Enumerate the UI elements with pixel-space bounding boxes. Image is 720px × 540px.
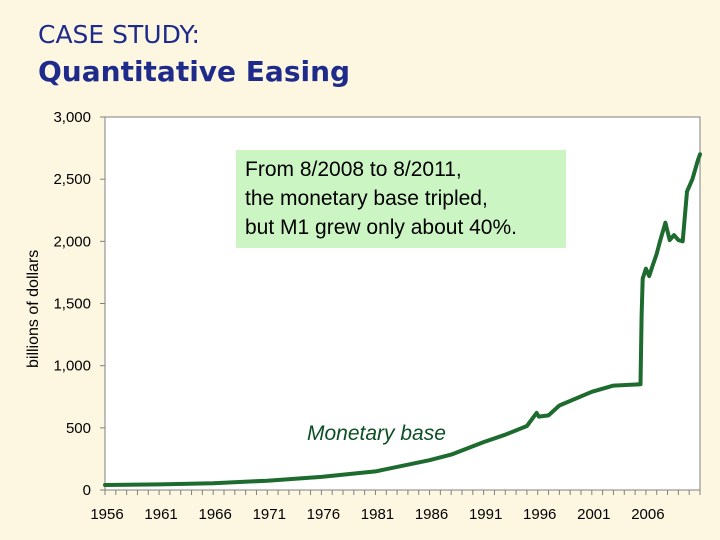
case-study-label: CASE STUDY: [38,20,200,49]
x-tick-label: 1991 [469,506,502,523]
x-tick-label: 1956 [90,506,123,523]
y-tick-label: 2,000 [53,233,91,250]
annotation-line: but M1 grew only about 40%. [245,216,517,239]
x-tick-label: 1981 [361,506,394,523]
x-tick-label: 2006 [631,506,664,523]
x-axis-ticks: 1956 1961 1966 1971 1976 1981 1986 1991 1996 2001… [90,490,701,523]
y-tick-label: 3,000 [53,109,91,126]
x-tick-label: 1966 [198,506,231,523]
x-tick-label: 2001 [577,506,610,523]
annotation-line: the monetary base tripled, [245,187,488,210]
y-tick-label: 1,000 [53,358,91,375]
series-label-monetary-base: Monetary base [307,422,446,445]
y-tick-label: 0 [83,482,91,499]
series-lines [103,152,702,487]
x-tick-label: 1996 [523,506,556,523]
page-title: Quantitative Easing [38,55,351,88]
y-tick-label: 1,500 [53,296,91,313]
x-tick-label: 1976 [307,506,340,523]
y-tick-label: 2,500 [53,171,91,188]
x-tick-label: 1971 [253,506,286,523]
y-axis-label: billions of dollars [25,250,42,368]
annotation-box [236,150,566,248]
y-tick-label: 500 [66,420,91,437]
x-tick-label: 1961 [144,506,177,523]
annotation-text: From 8/2008 to 8/2011, the monetary base… [245,155,565,242]
annotation-line: From 8/2008 to 8/2011, [245,158,462,181]
x-tick-label: 1986 [415,506,448,523]
series-line-monetary-base [103,152,702,487]
y-axis-ticks: 0 500 1,000 1,500 2,000 2,500 3,000 [53,109,105,499]
